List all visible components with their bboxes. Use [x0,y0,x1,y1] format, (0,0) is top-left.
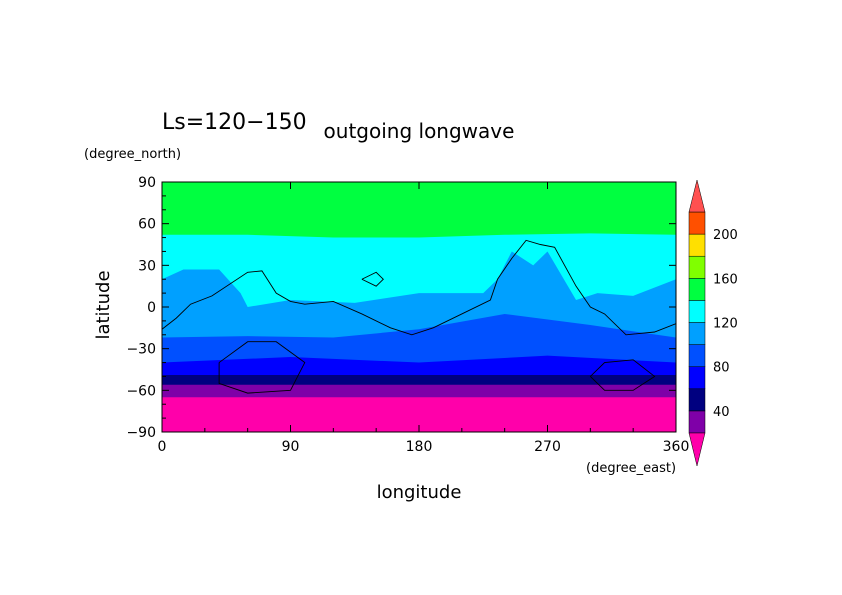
header-left-label: Ls=120−150 [162,110,307,135]
heatmap-band-6 [162,182,676,238]
x-axis-label: longitude [377,482,462,503]
heatmap-band-7 [162,177,676,182]
y-tick-label: −60 [126,383,156,399]
x-axis-ticks: 0 90 180 270 360 [158,182,690,455]
contour-lines [162,239,676,394]
heatmap-bands [162,177,676,432]
colorbar-tick-label: 120 [713,317,738,332]
colorbar-under-arrow [688,432,706,467]
colorbar-over-arrow [688,179,706,213]
x-tick-label: 0 [158,439,167,455]
x-tick-label: 360 [663,439,690,455]
x-tick-label: 90 [282,439,300,455]
y-axis-label: latitude [93,270,114,339]
contour-line-0 [162,239,676,336]
x-unit-label: (degree_east) [586,461,676,476]
colorbar-swatch [688,410,706,434]
colorbar: 40 80 120 160 200 [688,179,738,467]
chart-title: outgoing longwave [324,119,515,143]
colorbar-tick-label: 80 [713,361,730,376]
contour-line-3 [590,359,656,391]
colorbar-swatch [688,300,706,323]
colorbar-swatch [688,344,706,367]
colorbar-tick-label: 40 [713,405,730,420]
y-axis-ticks: 90 60 30 0 −30 −60 −90 [126,175,676,441]
colorbar-swatch [688,322,706,345]
y-tick-label: 0 [147,300,156,316]
colorbar-swatch [688,255,706,279]
x-tick-label: 270 [534,439,561,455]
colorbar-tick-label: 200 [713,228,738,243]
y-unit-label: (degree_north) [84,147,181,162]
colorbar-swatch [688,388,706,412]
contour-line-2 [218,341,306,394]
contour-line-1 [361,271,384,287]
y-tick-label: −30 [126,342,156,358]
colorbar-swatch [688,233,706,257]
colorbar-swatch [688,366,706,390]
y-tick-label: 90 [138,175,156,191]
y-tick-label: 60 [138,217,156,233]
colorbar-tick-label: 160 [713,272,738,287]
x-tick-label: 180 [406,439,433,455]
y-tick-label: −90 [126,425,156,441]
colorbar-swatch [688,211,706,235]
y-tick-label: 30 [138,258,156,274]
colorbar-swatch [688,278,706,301]
